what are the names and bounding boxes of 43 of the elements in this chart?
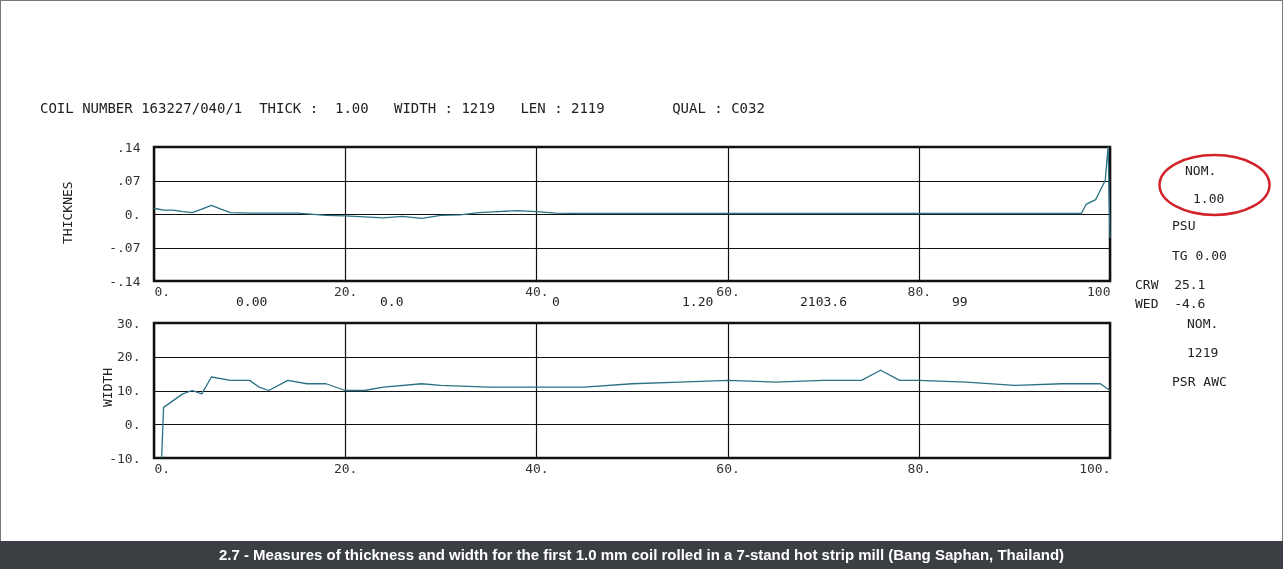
y-tick-label: .14	[117, 139, 141, 155]
text: NOM.	[1185, 163, 1217, 178]
y-tick-label: 0.	[124, 416, 141, 432]
text: CRW 25.1	[1135, 277, 1206, 292]
text: 0	[552, 294, 560, 309]
x-tick-label: 20.	[333, 283, 358, 299]
text: 1219	[1187, 345, 1219, 360]
y-tick-label: 0.	[124, 206, 141, 222]
text: 2.7 - Measures of thickness and width for the first 1.0 mm coil rolled in a 7-stand hot strip mill (Bang Saphan, Thailand)	[0, 541, 1283, 569]
x-tick-label: 40.	[525, 460, 549, 476]
y-tick-label: 20.	[117, 349, 141, 365]
y-tick-label: -10.	[109, 450, 141, 466]
line-series	[153, 146, 1111, 239]
text: NOM.	[1187, 316, 1219, 331]
text: 99	[952, 294, 968, 309]
y-tick-label: 30.	[117, 315, 141, 331]
x-tick-label: 0.	[154, 283, 171, 299]
y-axis-title: THICKNES	[60, 181, 75, 244]
y-axis-title: WIDTH	[100, 367, 115, 407]
x-tick-label: 60.	[716, 460, 740, 476]
x-tick-label: 0.	[154, 460, 171, 476]
x-tick-label: 80.	[907, 460, 932, 476]
text: PSU	[1172, 218, 1196, 233]
text: 1.20	[682, 294, 714, 309]
x-tick-label: 100.	[1079, 460, 1111, 476]
chart-title: COIL NUMBER 163227/040/1 THICK : 1.00 WIDTH : 1219 LEN : 2119 QUAL : C032	[40, 100, 765, 116]
y-tick-label: 10.	[117, 383, 141, 398]
text: PSR AWC	[1172, 374, 1227, 389]
text: WED -4.6	[1135, 296, 1206, 311]
text: 0.0	[380, 294, 404, 309]
x-tick-label: 40.	[525, 283, 549, 299]
y-tick-label: .07	[117, 173, 141, 188]
x-tick-label: 20.	[333, 460, 358, 476]
line-series	[161, 369, 1111, 459]
y-tick-label: -.14	[109, 273, 141, 289]
y-tick-label: -.07	[109, 240, 141, 255]
x-tick-label: 80.	[907, 283, 932, 299]
text: 0.00	[236, 294, 268, 309]
text: 2103.6	[800, 294, 847, 309]
text: TG 0.00	[1172, 248, 1227, 263]
x-tick-label: 100	[1087, 283, 1111, 299]
text: 1.00	[1193, 191, 1225, 206]
x-tick-label: 60.	[716, 283, 740, 299]
